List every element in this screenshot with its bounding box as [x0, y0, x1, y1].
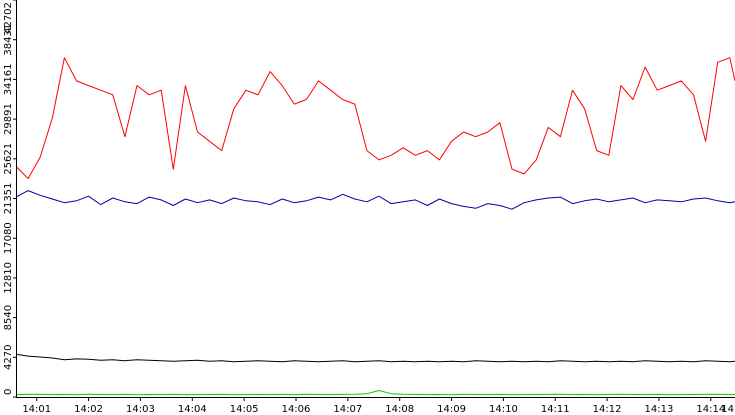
x-tick-label: 14 — [721, 404, 734, 415]
x-tick-label: 14:05 — [230, 404, 259, 415]
x-tick-label: 14:12 — [593, 404, 622, 415]
x-tick-label: 14:11 — [541, 404, 570, 415]
x-tick-label: 14:03 — [126, 404, 155, 415]
y-tick-label: 0 — [3, 389, 14, 395]
plot-area — [15, 57, 735, 396]
y-tick-label: 21351 — [3, 183, 14, 215]
y-axis: 0 4270 8540 12810 17080 21351 25621 29891 34161 3… — [3, 0, 16, 398]
series-line-3 — [15, 353, 735, 363]
x-tick-label: 14:01 — [22, 404, 51, 415]
x-tick-label: 14:13 — [645, 404, 674, 415]
x-axis: 14:01 14:02 14:03 14:04 14:05 14:06 14:07 14:08… — [22, 397, 734, 415]
y-tick-label: 17080 — [3, 222, 14, 254]
y-tick-label: 38431 — [3, 24, 14, 56]
x-tick-label: 14:06 — [282, 404, 311, 415]
x-tick-label: 14:07 — [333, 404, 362, 415]
series-line-1 — [15, 57, 735, 179]
y-tick-label: 12810 — [3, 262, 14, 294]
series-line-4 — [15, 390, 735, 396]
x-tick-label: 14:04 — [178, 404, 207, 415]
y-tick-label: 29891 — [3, 103, 14, 135]
x-tick-label: 14:09 — [437, 404, 466, 415]
x-tick-label: 14:02 — [74, 404, 103, 415]
y-tick-label: 42702 — [3, 2, 14, 34]
x-tick-label: 14:08 — [385, 404, 414, 415]
x-tick-label: 14:14 — [696, 404, 725, 415]
y-tick-label: 25621 — [3, 143, 14, 175]
x-tick-label: 14:10 — [489, 404, 518, 415]
series-line-2 — [15, 190, 735, 210]
y-tick-label: 4270 — [3, 345, 14, 370]
y-tick-label: 8540 — [3, 305, 14, 330]
y-tick-label: 34161 — [3, 63, 14, 95]
